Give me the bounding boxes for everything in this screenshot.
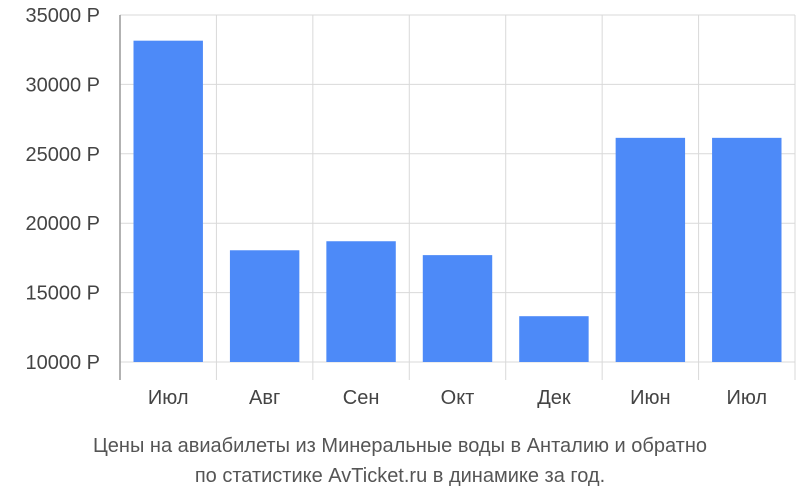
bar: [229, 250, 300, 362]
bar: [615, 137, 686, 362]
bar: [422, 255, 493, 362]
x-tick-label: Июл: [148, 387, 189, 409]
x-tick-label: Июн: [630, 387, 670, 409]
bar: [712, 137, 782, 362]
y-tick-label: 10000 Р: [25, 352, 100, 374]
y-tick-label: 25000 Р: [25, 144, 100, 166]
x-tick-label: Окт: [441, 387, 475, 409]
x-tick-label: Авг: [249, 387, 280, 409]
y-tick-label: 35000 Р: [25, 5, 100, 27]
y-axis-labels: 10000 Р 15000 Р 20000 Р 25000 Р 30000 Р 35000…: [25, 5, 100, 374]
bar: [519, 316, 589, 362]
chart-caption-line-1: Цены на авиабилеты из Минеральные воды в…: [93, 435, 707, 457]
y-tick-label: 30000 Р: [25, 74, 100, 96]
x-tick-label: Дек: [537, 387, 571, 409]
bar: [133, 40, 203, 362]
chart-caption-line-2: по статистике AvTicket.ru в динамике за …: [194, 465, 606, 487]
bar: [326, 241, 396, 362]
bars: [133, 40, 782, 362]
y-tick-label: 15000 Р: [25, 283, 100, 305]
x-tick-label: Сен: [343, 387, 380, 409]
x-tick-label: Июл: [726, 387, 767, 409]
x-axis-labels: Июл Авг Сен Окт Дек Июн Июл: [148, 387, 767, 409]
bar-chart: 10000 Р 15000 Р 20000 Р 25000 Р 30000 Р 35000…: [25, 5, 796, 409]
axes: [119, 15, 796, 380]
y-tick-label: 20000 Р: [25, 213, 100, 235]
